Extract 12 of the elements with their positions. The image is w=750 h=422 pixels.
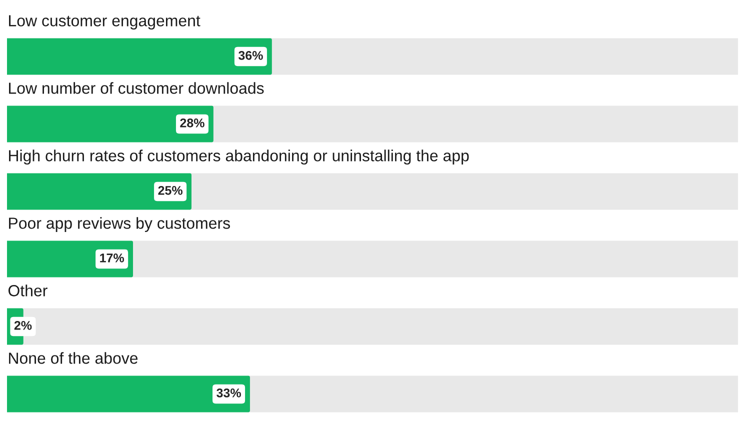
y-tick-label: Poor app reviews by customers <box>9 217 230 232</box>
data-label: 2% <box>14 320 32 330</box>
y-tick-label: Low number of customer downloads <box>9 82 264 94</box>
y-tick-label: Other <box>8 284 48 296</box>
y-tick-label: High churn rates of customers abandoning or uninstalling the app <box>9 150 469 165</box>
data-label: 25% <box>158 186 182 195</box>
y-tick-label: Low customer engagement <box>9 15 200 30</box>
y-tick-label: None of the above <box>9 352 138 364</box>
data-label: 17% <box>100 254 124 262</box>
data-label: 28% <box>180 118 204 128</box>
data-label: 33% <box>216 388 241 398</box>
data-label: 36% <box>238 51 263 60</box>
